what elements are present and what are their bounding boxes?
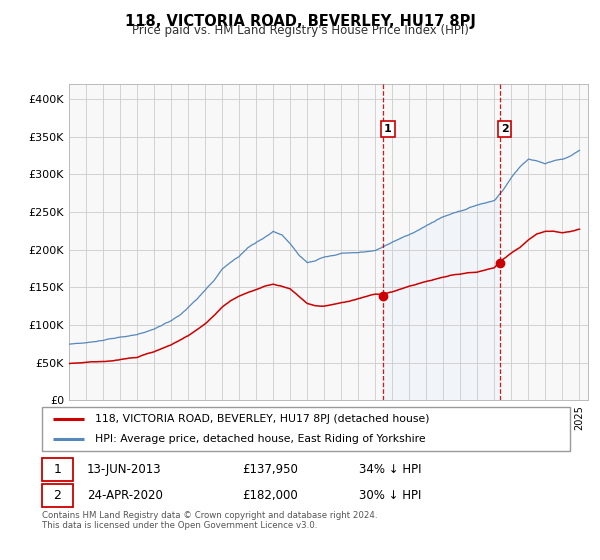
Text: Contains HM Land Registry data © Crown copyright and database right 2024.
This d: Contains HM Land Registry data © Crown c…	[42, 511, 377, 530]
Text: Price paid vs. HM Land Registry's House Price Index (HPI): Price paid vs. HM Land Registry's House …	[131, 24, 469, 37]
Text: £182,000: £182,000	[242, 489, 298, 502]
Text: 118, VICTORIA ROAD, BEVERLEY, HU17 8PJ: 118, VICTORIA ROAD, BEVERLEY, HU17 8PJ	[125, 14, 475, 29]
Text: 24-APR-2020: 24-APR-2020	[87, 489, 163, 502]
FancyBboxPatch shape	[42, 484, 73, 507]
Text: 118, VICTORIA ROAD, BEVERLEY, HU17 8PJ (detached house): 118, VICTORIA ROAD, BEVERLEY, HU17 8PJ (…	[95, 414, 430, 424]
Text: HPI: Average price, detached house, East Riding of Yorkshire: HPI: Average price, detached house, East…	[95, 434, 425, 444]
Text: 2: 2	[501, 124, 509, 134]
FancyBboxPatch shape	[42, 458, 73, 480]
FancyBboxPatch shape	[42, 407, 570, 451]
Text: 30% ↓ HPI: 30% ↓ HPI	[359, 489, 421, 502]
Text: 1: 1	[53, 463, 61, 475]
Text: 1: 1	[384, 124, 392, 134]
Text: £137,950: £137,950	[242, 463, 299, 475]
Text: 13-JUN-2013: 13-JUN-2013	[87, 463, 161, 475]
Text: 34% ↓ HPI: 34% ↓ HPI	[359, 463, 421, 475]
Text: 2: 2	[53, 489, 61, 502]
